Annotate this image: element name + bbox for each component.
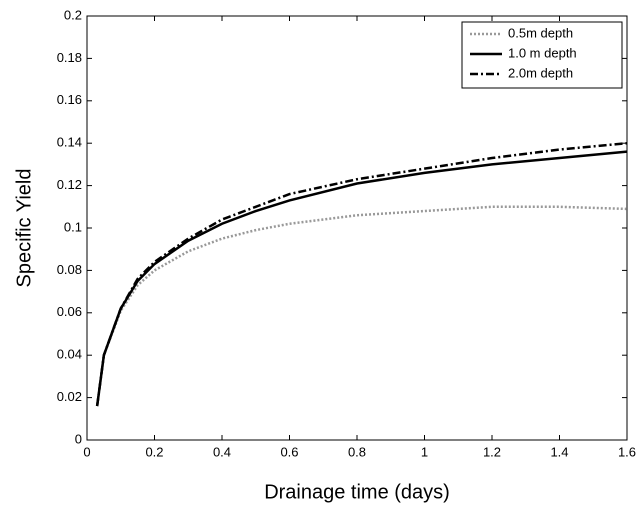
y-tick-label: 0.14 [57,135,82,150]
y-tick-label: 0.08 [57,262,82,277]
y-tick-label: 0.02 [57,389,82,404]
y-tick-label: 0.16 [57,92,82,107]
x-tick-label: 1 [421,444,428,459]
x-tick-label: 1.2 [483,444,501,459]
x-tick-label: 0.4 [213,444,231,459]
x-tick-label: 0.8 [348,444,366,459]
x-tick-label: 1.4 [550,444,568,459]
x-axis-label: Drainage time (days) [264,481,450,503]
line-series [95,150,628,407]
y-tick-label: 0.1 [64,219,82,234]
x-tick-label: 0 [83,444,90,459]
y-axis-label: Specific Yield [13,169,35,288]
line-series [95,205,628,407]
legend-label: 2.0m depth [508,65,573,80]
y-tick-label: 0.04 [57,347,82,362]
x-tick-label: 0.6 [280,444,298,459]
x-tick-label: 0.2 [145,444,163,459]
y-tick-label: 0.06 [57,304,82,319]
y-tick-label: 0.12 [57,177,82,192]
legend-label: 0.5m depth [508,25,573,40]
y-tick-label: 0.18 [57,50,82,65]
line-series [95,141,628,407]
y-tick-label: 0.2 [64,7,82,22]
legend: 0.5m depth 1.0 m depth 2.0m depth [461,21,623,89]
y-tick-label: 0 [75,431,82,446]
legend-label: 1.0 m depth [508,45,577,60]
x-tick-label: 1.6 [618,444,636,459]
